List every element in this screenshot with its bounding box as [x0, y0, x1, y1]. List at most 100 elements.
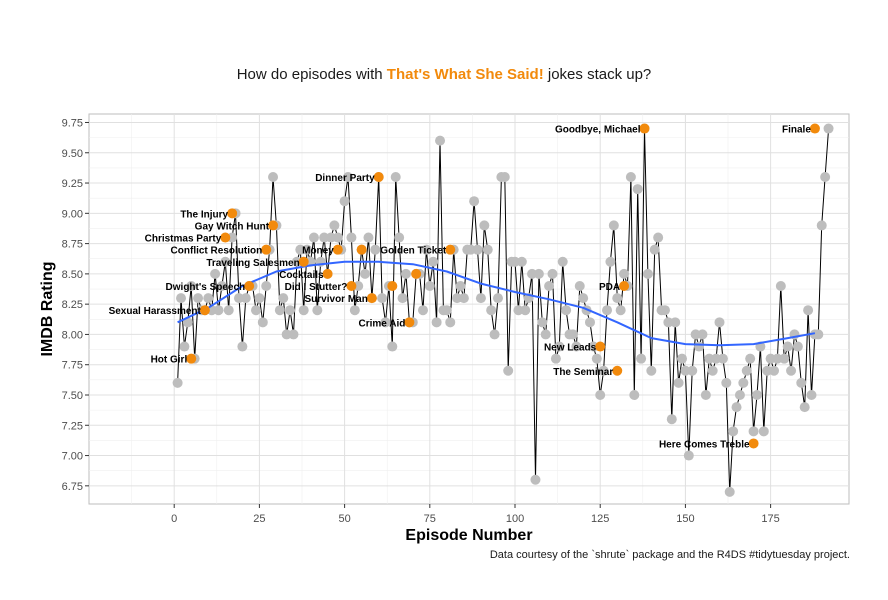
twss-episode-label: Traveling Salesmen: [206, 258, 299, 269]
twss-point: [619, 280, 630, 291]
episode-point: [216, 280, 227, 291]
episode-point: [428, 256, 439, 267]
y-tick-label: 8.50: [62, 269, 83, 281]
episode-point: [268, 171, 279, 182]
episode-point: [799, 402, 810, 413]
y-tick-label: 7.25: [62, 420, 83, 432]
episode-point: [557, 256, 568, 267]
twss-episode-label: New Leads: [544, 343, 597, 354]
episode-point: [346, 232, 357, 243]
episode-point: [472, 244, 483, 255]
episode-point: [636, 353, 647, 364]
episode-point: [653, 232, 664, 243]
episode-point: [278, 293, 289, 304]
twss-episode-label: Dwight's Speech: [166, 282, 246, 293]
episode-point: [329, 220, 340, 231]
episode-point: [349, 305, 360, 316]
episode-point: [659, 305, 670, 316]
episode-point: [758, 426, 769, 437]
caption: Data courtesy of the `shrute` package an…: [489, 549, 850, 561]
episode-point: [400, 268, 411, 279]
episode-point: [435, 135, 446, 146]
twss-episode-label: Dinner Party: [315, 173, 375, 184]
twss-episode-label: PDA: [599, 282, 620, 293]
episode-point: [394, 232, 405, 243]
episode-point: [738, 377, 749, 388]
episode-point: [390, 171, 401, 182]
episode-point: [363, 232, 374, 243]
twss-point: [612, 365, 623, 376]
episode-point: [285, 305, 296, 316]
episode-point: [786, 365, 797, 376]
episode-point: [220, 256, 231, 267]
episode-point: [775, 280, 786, 291]
episode-point: [475, 293, 486, 304]
episode-point: [748, 426, 759, 437]
y-axis-title: IMDB Rating: [39, 261, 56, 356]
twss-episode-label: Here Comes Treble: [659, 439, 750, 450]
twss-episode-label: Finale: [782, 125, 811, 136]
episode-point: [516, 256, 527, 267]
episode-point: [424, 280, 435, 291]
episode-point: [455, 280, 466, 291]
episode-point: [387, 341, 398, 352]
episode-point: [250, 305, 261, 316]
episode-point: [619, 268, 630, 279]
y-tick-label: 6.75: [62, 481, 83, 493]
twss-point: [356, 244, 367, 255]
episode-point: [561, 305, 572, 316]
episode-point: [312, 305, 323, 316]
episode-point: [489, 329, 500, 340]
episode-point: [257, 317, 268, 328]
x-tick-label: 175: [761, 513, 779, 525]
episode-point: [360, 268, 371, 279]
twss-point: [261, 244, 272, 255]
episode-point: [677, 353, 688, 364]
episode-point: [687, 365, 698, 376]
episode-point: [302, 244, 313, 255]
twss-episode-label: Sexual Harassment: [109, 306, 202, 317]
episode-point: [332, 232, 343, 243]
episode-point: [540, 329, 551, 340]
twss-point: [404, 317, 415, 328]
episode-point: [584, 317, 595, 328]
twss-point: [373, 171, 384, 182]
y-tick-label: 7.75: [62, 360, 83, 372]
x-tick-label: 100: [506, 513, 524, 525]
x-tick-label: 75: [424, 513, 436, 525]
episode-point: [479, 220, 490, 231]
episode-point: [813, 329, 824, 340]
y-tick-label: 8.25: [62, 299, 83, 311]
episode-point: [571, 341, 582, 352]
twss-episode-label: Cocktails: [279, 270, 324, 281]
episode-point: [547, 268, 558, 279]
episode-point: [503, 365, 514, 376]
title-highlight: That's What She Said!: [386, 66, 544, 83]
episode-point: [803, 305, 814, 316]
episode-point: [223, 305, 234, 316]
title-prefix: How do episodes with: [236, 66, 387, 83]
x-axis-title: Episode Number: [405, 527, 532, 544]
title-suffix: jokes stack up?: [543, 66, 652, 83]
episode-point: [210, 268, 221, 279]
episode-point: [608, 220, 619, 231]
twss-point: [748, 438, 759, 449]
episode-point: [779, 353, 790, 364]
episode-point: [595, 389, 606, 400]
episode-point: [574, 280, 585, 291]
episode-point: [792, 341, 803, 352]
episode-point: [823, 123, 834, 134]
twss-point: [227, 208, 238, 219]
twss-point: [199, 305, 210, 316]
x-tick-label: 50: [338, 513, 350, 525]
twss-point: [332, 244, 343, 255]
episode-point: [343, 171, 354, 182]
episode-point: [806, 389, 817, 400]
episode-point: [339, 196, 350, 207]
y-tick-label: 9.00: [62, 208, 83, 220]
episode-point: [469, 196, 480, 207]
twss-point: [322, 268, 333, 279]
episode-point: [567, 329, 578, 340]
episode-point: [731, 402, 742, 413]
twss-episode-label: Golden Ticket: [380, 246, 447, 257]
